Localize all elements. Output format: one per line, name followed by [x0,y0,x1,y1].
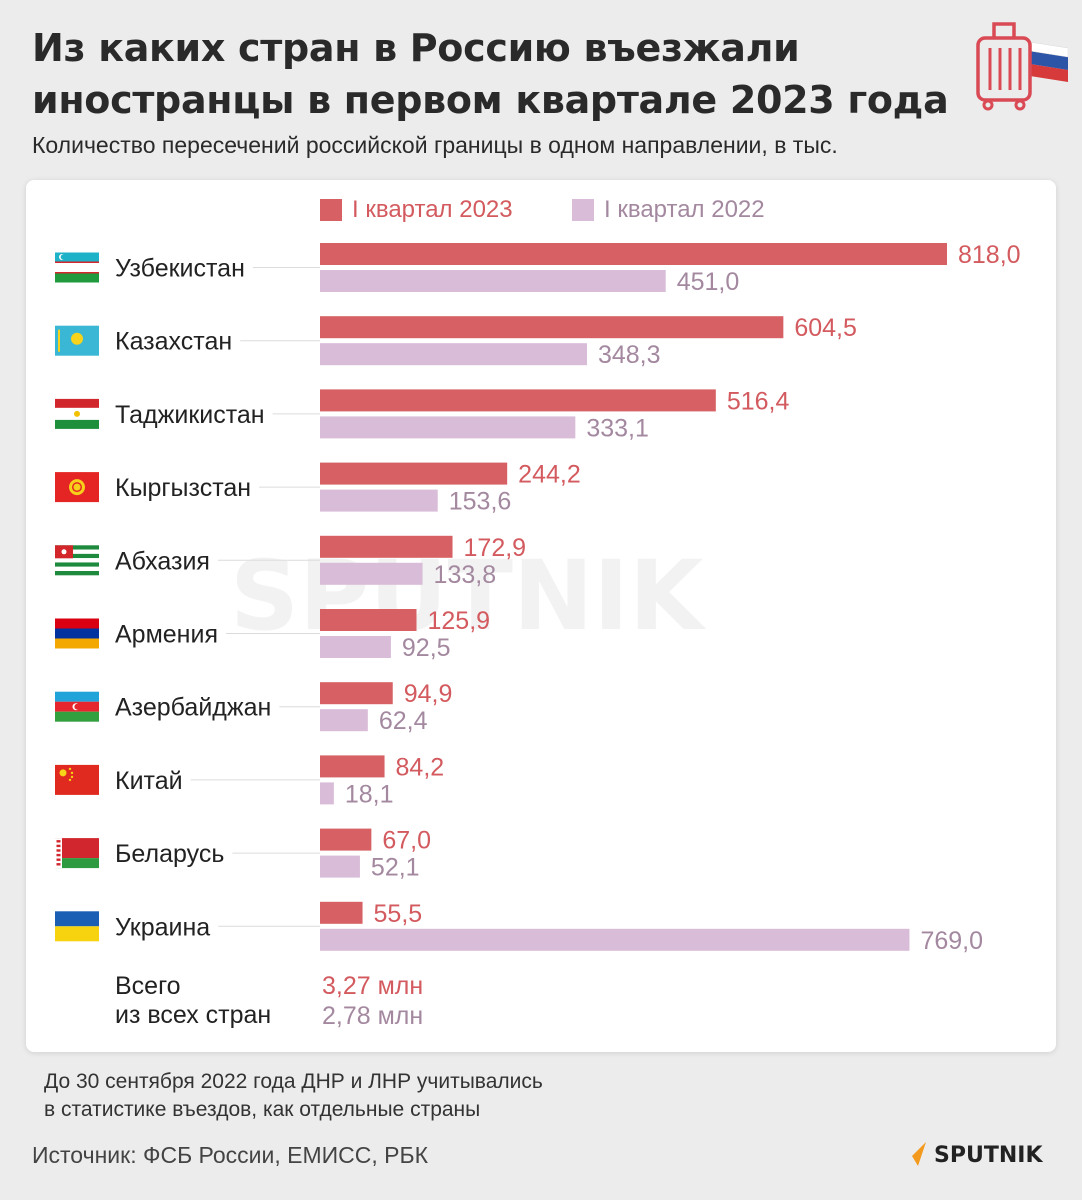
kyrgyzstan-flag [55,472,99,503]
value-label-2023: 84,2 [396,753,445,781]
value-label-2023: 244,2 [518,461,581,489]
armenia-flag [55,618,99,649]
sputnik-logo: SPUTNIK [898,1140,1043,1170]
bar-2022 [320,562,423,585]
legend-label-2022: I квартал 2022 [604,196,765,223]
bar-2022 [320,928,910,951]
value-label-2022: 451,0 [677,268,740,296]
azerbaijan-flag [55,691,99,722]
bar-2023 [320,389,716,412]
value-label-2023: 818,0 [958,241,1021,269]
total-value-2023: 3,27 млн [322,972,423,1000]
bar-2022 [320,416,576,439]
tajikistan-flag [55,398,99,429]
category-label: Узбекистан [115,255,245,283]
bar-2023 [320,901,363,924]
bar-2023 [320,609,417,631]
suitcase-icon [976,22,1068,111]
footnote-line2: в статистике въездов, как отдельные стра… [44,1098,481,1121]
value-label-2023: 125,9 [428,607,491,635]
category-label: Азербайджан [115,694,271,722]
value-label-2022: 153,6 [449,488,512,516]
bar-2022 [320,782,334,805]
value-label-2023: 604,5 [794,314,857,342]
kazakhstan-flag [55,325,99,356]
category-label: Беларусь [115,840,224,868]
value-label-2023: 94,9 [404,680,453,708]
abkhazia-flag [55,545,99,576]
bar-2022 [320,343,587,366]
value-label-2022: 769,0 [920,927,983,955]
bar-chart: Узбекистан 818,0 451,0 Казахстан 604,5 348,3 Т… [55,241,1021,1030]
bar-2022 [320,855,360,878]
subtitle: Количество пересечений российской границ… [32,132,838,158]
value-label-2023: 67,0 [382,827,431,855]
category-label: Армения [115,621,218,649]
legend-swatch-2022 [572,199,594,221]
bar-2022 [320,489,438,512]
value-label-2023: 55,5 [374,900,423,928]
legend-item-2022: I квартал 2022 [572,196,765,224]
legend-item-2023: I квартал 2023 [320,196,513,224]
total-value-2022: 2,78 млн [322,1002,423,1030]
bar-2023 [320,535,453,558]
legend-swatch-2023 [320,199,342,221]
category-label: Таджикистан [115,401,265,429]
bar-2022 [320,709,368,732]
bar-2023 [320,828,372,851]
value-label-2022: 62,4 [379,707,428,735]
belarus-flag [55,838,99,869]
bar-2023 [320,682,393,705]
value-label-2022: 333,1 [586,414,649,442]
total-label-line2: из всех стран [115,1001,271,1029]
value-label-2022: 92,5 [402,634,451,662]
bar-2022 [320,636,391,658]
value-label-2023: 172,9 [464,534,527,562]
category-label: Китай [115,767,183,795]
source-text: Источник: ФСБ России, ЕМИСС, РБК [32,1142,429,1168]
bar-2023 [320,316,784,339]
footnote-line1: До 30 сентября 2022 года ДНР и ЛНР учиты… [44,1070,543,1093]
category-label: Кыргызстан [115,474,251,502]
brand-name: SPUTNIK [934,1142,1043,1168]
uzbekistan-flag [55,252,99,283]
bar-2023 [320,243,947,265]
bar-2022 [320,270,666,292]
value-label-2022: 348,3 [598,341,661,369]
value-label-2023: 516,4 [727,387,790,415]
ukraine-flag [55,911,99,942]
category-label: Абхазия [115,547,210,575]
bar-2023 [320,755,385,778]
value-label-2022: 52,1 [371,854,420,882]
value-label-2022: 18,1 [345,780,394,808]
sputnik-arrow-icon [900,1142,926,1168]
total-label-line1: Всего [115,972,181,1000]
bar-2023 [320,462,508,485]
legend-label-2023: I квартал 2023 [352,196,513,223]
value-label-2022: 133,8 [434,561,497,589]
category-label: Казахстан [115,328,232,356]
china-flag [55,764,99,795]
footnote: До 30 сентября 2022 года ДНР и ЛНР учиты… [44,1068,543,1124]
category-label: Украина [115,913,210,941]
page-title: Из каких стран в Россию въезжали иностра… [32,26,949,122]
